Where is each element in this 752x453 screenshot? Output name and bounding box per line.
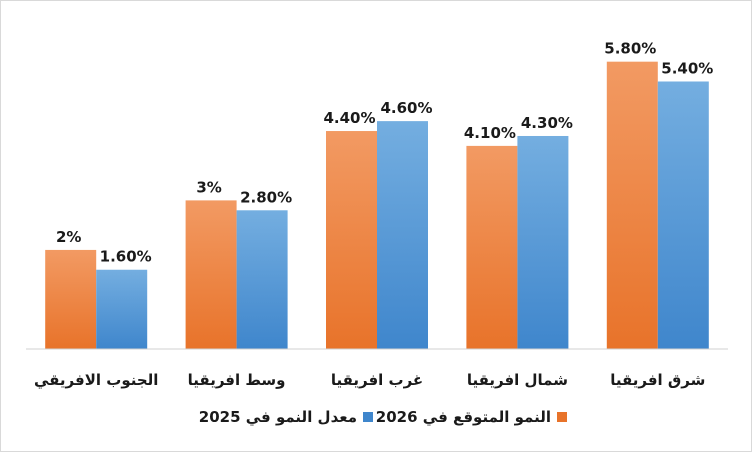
legend-label-rate-2025: معدل النمو في 2025: [199, 408, 357, 426]
bars-group: [45, 61, 709, 350]
value-label-rate-2025-4: 2.80%: [240, 188, 292, 206]
value-label-rate-2025-5: 1.60%: [100, 248, 152, 266]
bar-forecast-2026-1: [606, 61, 658, 350]
bar-rate-2025-3: [377, 121, 428, 349]
value-labels-group: 5.80% 5.40% 4.10% 4.30% 4.40% 4.60% 3% 2.80% 2% 1…: [56, 40, 713, 266]
value-label-forecast-2026-2: 4.10%: [464, 124, 516, 142]
category-label-3: غرب افريقيا: [331, 371, 423, 389]
bar-rate-2025-5: [96, 269, 148, 349]
bar-rate-2025-1: [657, 81, 709, 349]
category-label-4: وسط افريقيا: [188, 371, 286, 389]
bar-rate-2025-4: [236, 210, 288, 349]
legend: النمو المتوقع في 2026 معدل النمو في 2025: [199, 408, 567, 426]
value-label-rate-2025-1: 5.40%: [661, 59, 713, 77]
category-label-2: شمال افريقيا: [467, 371, 568, 389]
category-label-5: الجنوب الافريقي: [34, 371, 158, 389]
bar-forecast-2026-4: [185, 200, 237, 349]
legend-swatch-rate-2025: [363, 412, 373, 422]
bar-forecast-2026-5: [45, 249, 97, 349]
bar-forecast-2026-2: [466, 145, 518, 349]
legend-label-forecast-2026: النمو المتوقع في 2026: [376, 408, 551, 426]
value-label-forecast-2026-5: 2%: [56, 228, 81, 246]
legend-swatch-forecast-2026: [557, 412, 567, 422]
value-label-rate-2025-3: 4.60%: [380, 99, 432, 117]
value-label-rate-2025-2: 4.30%: [521, 114, 573, 132]
value-label-forecast-2026-3: 4.40%: [323, 109, 375, 127]
category-labels-group: شرق افريقيا شمال افريقيا غرب افريقيا وسط اف…: [34, 371, 705, 389]
bar-rate-2025-2: [517, 135, 569, 349]
bar-forecast-2026-3: [326, 131, 377, 349]
value-label-forecast-2026-4: 3%: [196, 178, 221, 196]
category-label-1: شرق افريقيا: [610, 371, 705, 389]
value-label-forecast-2026-1: 5.80%: [604, 40, 656, 58]
